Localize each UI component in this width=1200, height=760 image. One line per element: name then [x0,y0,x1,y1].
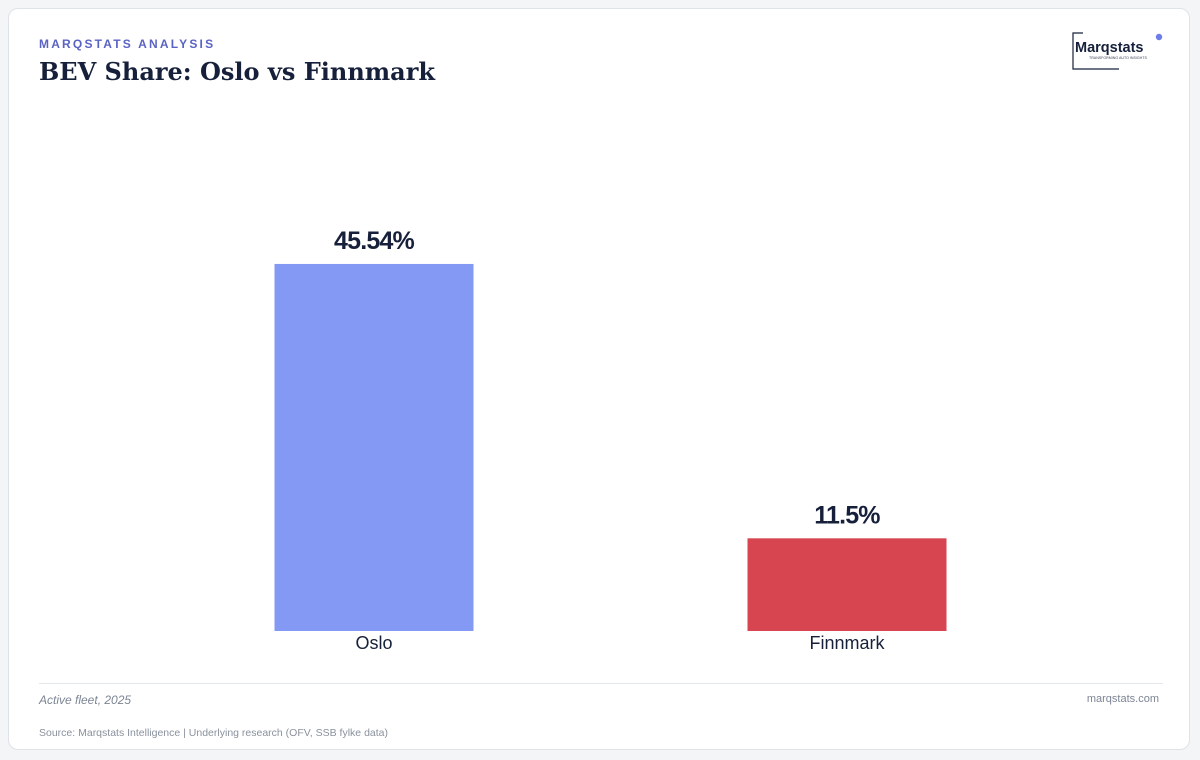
value-label-finnmark: 11.5% [814,501,880,529]
logo-tagline: TRANSFORMING AUTO INSIGHTS [1089,56,1147,60]
bar-finnmark [747,538,947,631]
marqstats-logo: Marqstats TRANSFORMING AUTO INSIGHTS [1072,32,1163,70]
bar-oslo [274,263,474,631]
category-label-finnmark: Finnmark [809,633,885,653]
eyebrow-label: MARQSTATS ANALYSIS [39,37,216,51]
bar-chart: 45.54% Oslo 11.5% Finnmark [274,227,947,653]
source-note: Source: Marqstats Intelligence | Underly… [39,727,388,739]
logo-wordmark: Marqstats [1075,40,1144,56]
value-label-oslo: 45.54% [334,227,415,255]
chart-title: BEV Share: Oslo vs Finnmark [39,57,435,86]
category-label-oslo: Oslo [355,633,392,653]
footer-site-link[interactable]: marqstats.com [1086,693,1159,705]
footer-divider [39,683,1163,684]
footer-note: Active fleet, 2025 [39,693,132,707]
logo-dot-icon [1155,33,1163,41]
chart-card: MARQSTATS ANALYSIS BEV Share: Oslo vs Fi… [8,8,1190,750]
